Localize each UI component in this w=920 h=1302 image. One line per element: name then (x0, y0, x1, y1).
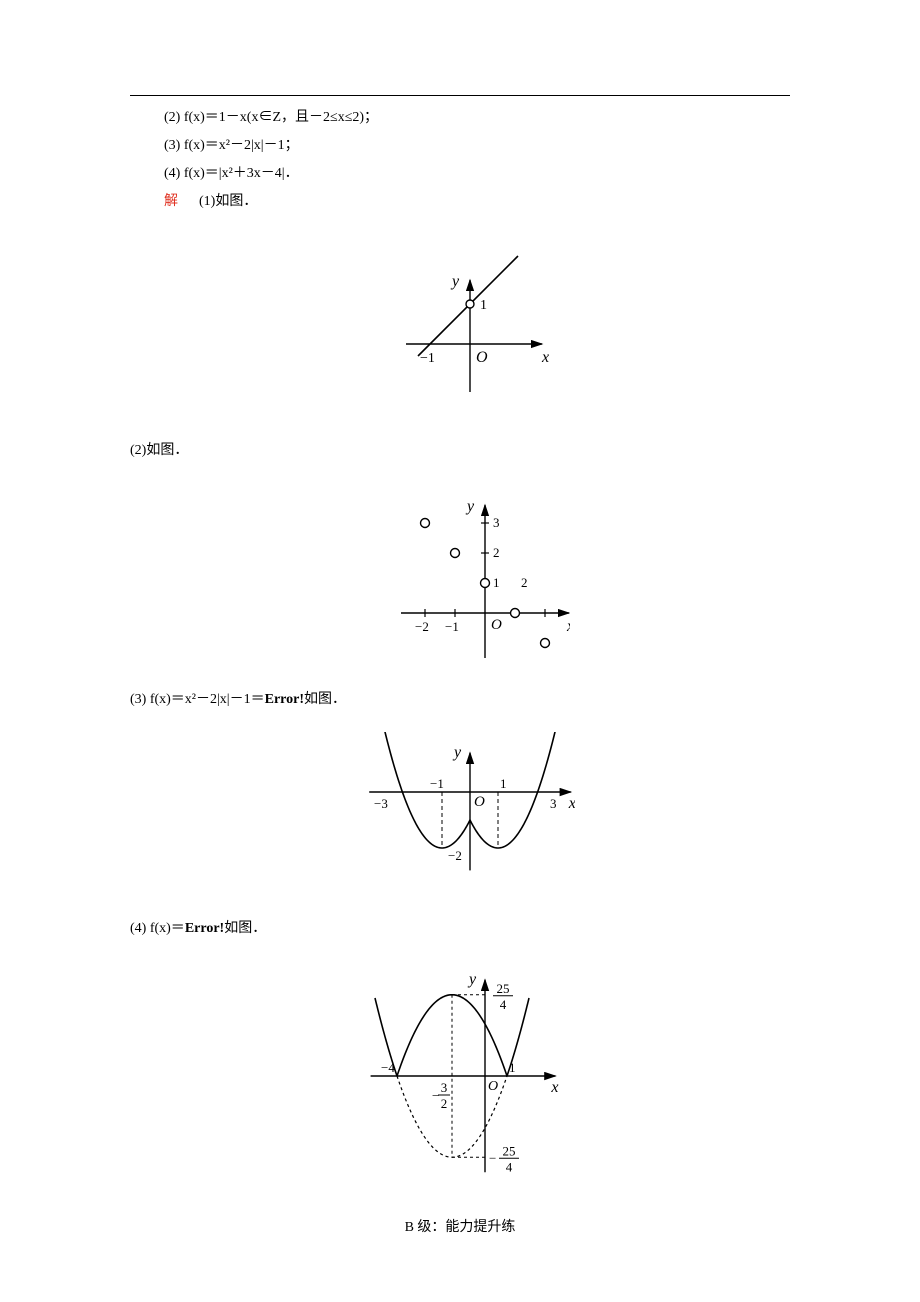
caption-2: (2)如图． (130, 437, 790, 465)
svg-text:3: 3 (493, 515, 500, 530)
caption-2-text: (2)如图． (130, 437, 790, 465)
svg-text:1: 1 (509, 1060, 516, 1075)
svg-text:1: 1 (500, 776, 507, 791)
svg-text:25: 25 (497, 981, 510, 996)
figure-3-wrap: x y O −3 −1 1 3 −2 (130, 732, 790, 897)
svg-text:O: O (474, 794, 485, 810)
svg-text:−1: −1 (430, 776, 444, 791)
svg-text:1: 1 (493, 575, 500, 590)
svg-text:−2: −2 (448, 848, 462, 863)
figure-4: xyO−41−32254−254 (345, 961, 575, 1191)
svg-text:y: y (452, 744, 462, 761)
svg-text:−2: −2 (415, 619, 429, 634)
line-4: (4) f(x)＝|x²＋3x－4|． (164, 160, 790, 188)
figure-4-wrap: xyO−41−32254−254 (130, 961, 790, 1196)
svg-text:1: 1 (480, 298, 487, 313)
svg-text:y: y (465, 498, 475, 515)
figure-1: x y O −1 1 (370, 234, 550, 414)
figure-2-wrap: x y O −2 −1 1 2 2 3 (130, 483, 790, 668)
svg-text:25: 25 (503, 1143, 516, 1158)
line-3: (3) f(x)＝x²－2|x|－1； (164, 132, 790, 160)
line-4b-suffix: 如图． (224, 921, 266, 936)
svg-text:x: x (566, 618, 570, 635)
solution-line-1: 解 (1)如图． (164, 188, 790, 216)
figure-2: x y O −2 −1 1 2 2 3 (350, 483, 570, 663)
svg-text:O: O (476, 349, 488, 366)
svg-text:−3: −3 (374, 796, 388, 811)
svg-text:2: 2 (441, 1096, 448, 1111)
footer-caption: B 级：能力提升练 (130, 1216, 790, 1236)
svg-text:x: x (568, 795, 575, 812)
line-4b: (4) f(x)＝Error!如图． (130, 915, 790, 943)
svg-text:O: O (488, 1079, 498, 1094)
svg-text:3: 3 (550, 796, 557, 811)
svg-text:x: x (541, 349, 549, 366)
svg-text:−4: −4 (381, 1060, 395, 1075)
line-4b-text: (4) f(x)＝Error!如图． (130, 915, 790, 943)
svg-text:2: 2 (521, 575, 528, 590)
svg-text:y: y (467, 971, 477, 988)
error-text-1: Error! (265, 692, 304, 707)
line-4b-prefix: (4) f(x)＝ (130, 921, 185, 936)
page-root: (2) f(x)＝1－x(x∈Z，且－2≤x≤2)； (3) f(x)＝x²－2… (0, 0, 920, 1276)
svg-text:y: y (450, 273, 460, 290)
figure-3: x y O −3 −1 1 3 −2 (345, 732, 575, 892)
line-3b-text: (3) f(x)＝x²－2|x|－1＝Error!如图． (130, 686, 790, 714)
problem-lines: (2) f(x)＝1－x(x∈Z，且－2≤x≤2)； (3) f(x)＝x²－2… (130, 104, 790, 216)
top-rule (130, 95, 790, 96)
svg-text:4: 4 (506, 1159, 513, 1174)
svg-text:−1: −1 (445, 619, 459, 634)
line-3b-suffix: 如图． (304, 692, 346, 707)
solution-label: 解 (164, 194, 178, 209)
svg-text:−: − (489, 1150, 496, 1165)
line-3b-prefix: (3) f(x)＝x²－2|x|－1＝ (130, 692, 265, 707)
svg-text:x: x (550, 1079, 558, 1096)
solution-1-text: (1)如图． (199, 194, 257, 209)
line-2: (2) f(x)＝1－x(x∈Z，且－2≤x≤2)； (164, 104, 790, 132)
svg-text:3: 3 (441, 1080, 448, 1095)
svg-text:4: 4 (500, 997, 507, 1012)
svg-text:2: 2 (493, 545, 500, 560)
content-outer: (2) f(x)＝1－x(x∈Z，且－2≤x≤2)； (3) f(x)＝x²－2… (0, 0, 920, 1276)
svg-text:O: O (491, 617, 502, 633)
svg-text:−1: −1 (420, 351, 435, 366)
line-3b: (3) f(x)＝x²－2|x|－1＝Error!如图． (130, 686, 790, 714)
figure-1-wrap: x y O −1 1 (130, 234, 790, 419)
error-text-2: Error! (185, 921, 224, 936)
